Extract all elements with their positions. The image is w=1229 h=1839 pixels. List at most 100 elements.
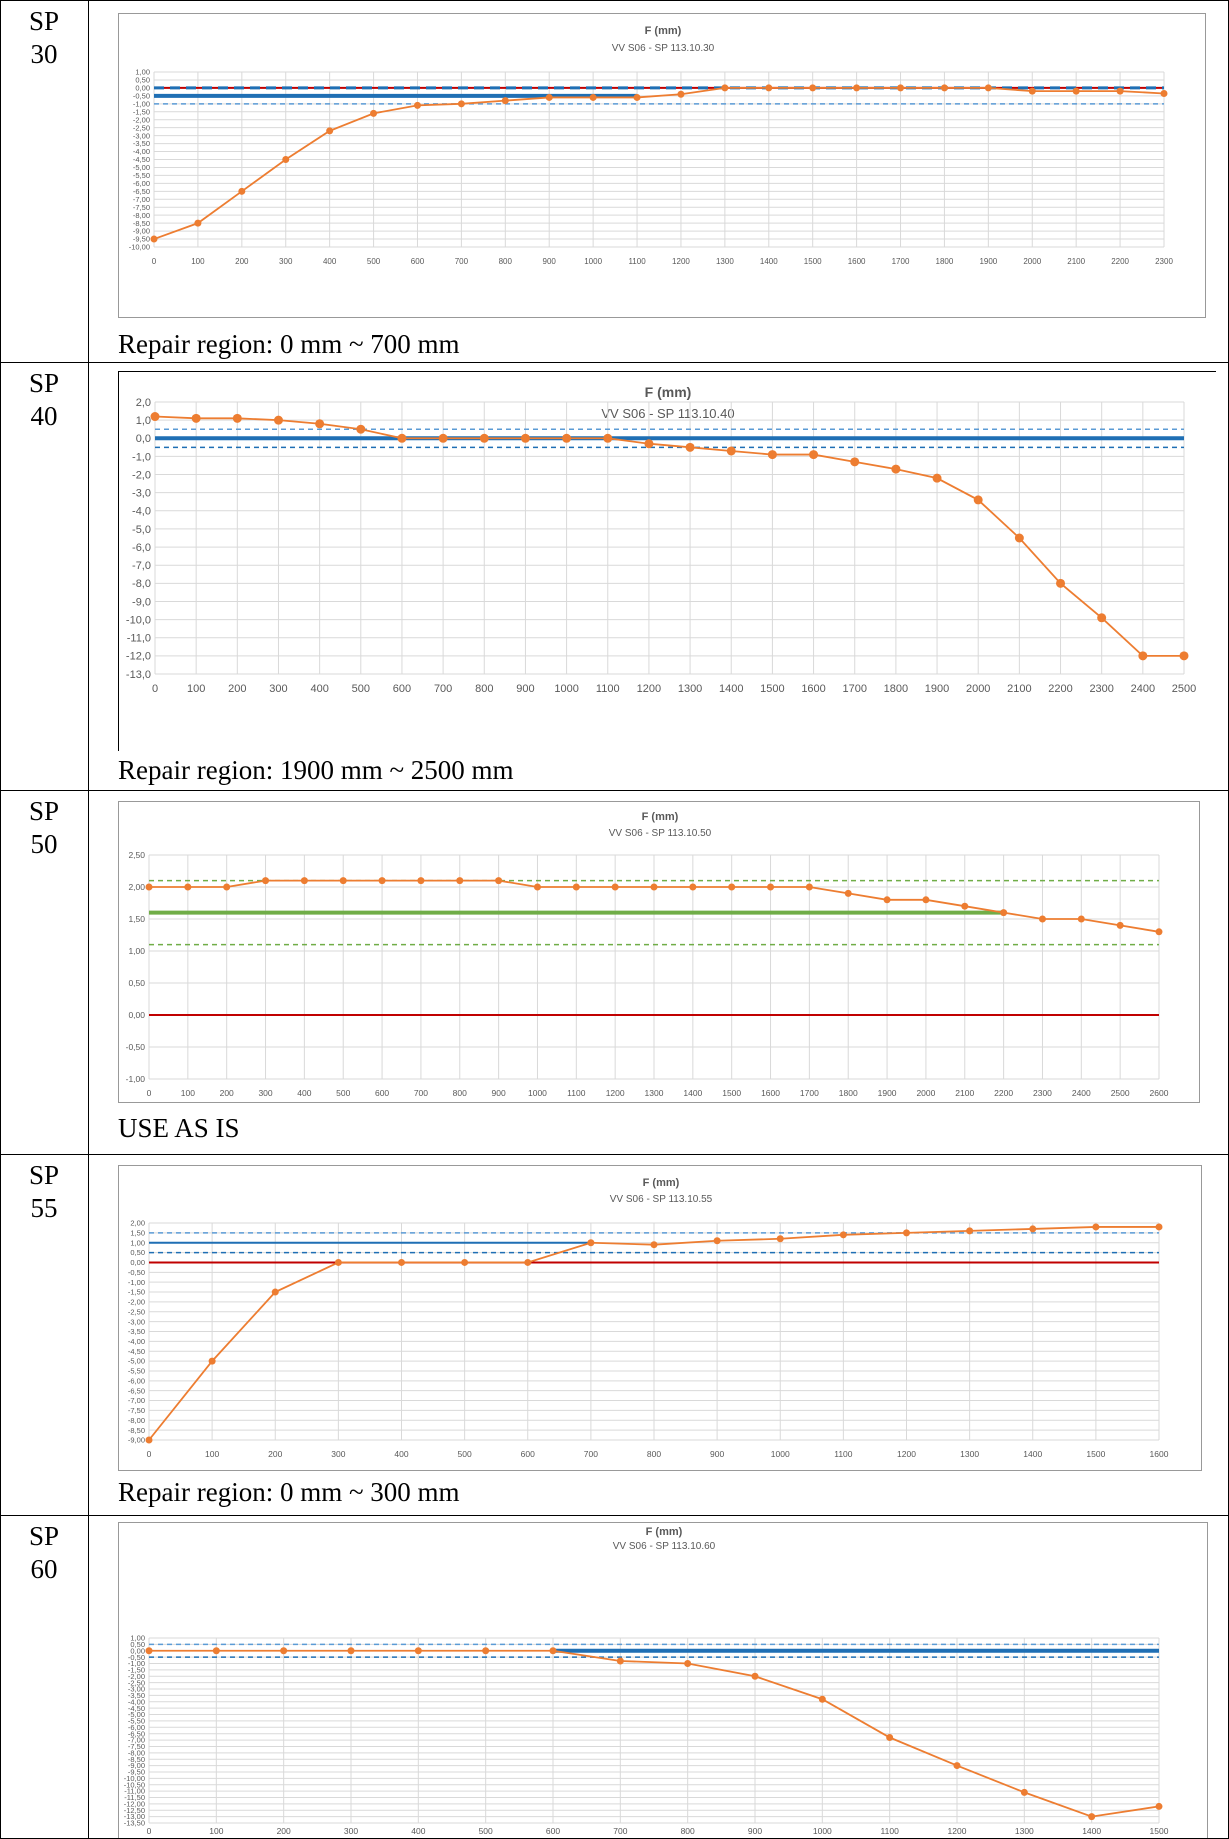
data-point (413, 101, 421, 109)
repair-region-note: Repair region: 1900 mm ~ 2500 mm (118, 755, 514, 785)
data-point (212, 1647, 220, 1655)
x-tick-label: 1200 (897, 1449, 916, 1459)
data-point (545, 93, 553, 101)
data-point (414, 1647, 422, 1655)
data-point (562, 433, 572, 443)
data-series-line (149, 1649, 1160, 1818)
x-tick-label: 1400 (760, 257, 778, 266)
x-tick-label: 300 (279, 257, 293, 266)
y-tick-label: -2,00 (128, 1672, 145, 1681)
x-tick-label: 1600 (1150, 1449, 1169, 1459)
x-tick-label: 2300 (1089, 683, 1113, 695)
data-point (334, 1258, 342, 1266)
x-tick-label: 1800 (936, 257, 954, 266)
y-tick-label: -0,50 (133, 91, 150, 100)
data-point (1028, 87, 1036, 95)
data-point (1000, 909, 1008, 917)
data-point (809, 84, 817, 92)
chart-panel: F (mm) VV S06 - SP 113.10.55 2,00 1,50 1,00 0… (118, 1165, 1202, 1471)
x-tick-label: 700 (584, 1449, 598, 1459)
sp-label: SP 55 (28, 1160, 60, 1223)
y-tick-label: -2,00 (128, 1298, 145, 1307)
x-tick-label: 1800 (884, 683, 908, 695)
x-tick-label: 200 (235, 257, 249, 266)
chart-panel: F (mm) VV S06 - SP 113.10.30 1,00 0,50 0,00-… (118, 13, 1206, 318)
x-tick-label: 1200 (637, 683, 661, 695)
data-point (208, 1357, 216, 1365)
data-point (398, 1258, 405, 1266)
data-point (903, 1229, 910, 1237)
y-tick-label: -2,50 (133, 123, 150, 132)
x-tick-label: 1900 (979, 257, 997, 266)
data-point (818, 1695, 826, 1703)
y-tick-label: 0,0 (136, 433, 151, 445)
y-tick-label: -4,50 (128, 1347, 145, 1356)
x-tick-label: 1700 (800, 1088, 819, 1098)
x-tick-label: 1300 (716, 257, 734, 266)
x-tick-label: 500 (458, 1449, 472, 1459)
y-tick-label: -1,00 (126, 1074, 146, 1084)
x-tick-label: 1500 (804, 257, 822, 266)
table-row: SP 30 F (mm) VV S06 - SP 113.10.30 1,00 0,5… (0, 0, 1229, 362)
data-point (150, 235, 158, 243)
data-point (616, 1657, 624, 1665)
chart-svg: F (mm)VV S06 - SP 113.10.552,001,501,000… (128, 1177, 1169, 1459)
table-row: SP 55 F (mm) VV S06 - SP 113.10.55 2,00 1,5… (0, 1154, 1229, 1515)
data-point (495, 877, 503, 885)
x-tick-label: 400 (310, 683, 328, 695)
data-point (262, 877, 270, 885)
x-tick-label: 900 (710, 1449, 724, 1459)
x-tick-label: 1500 (722, 1088, 741, 1098)
y-tick-label: 0,50 (135, 76, 150, 85)
x-tick-label: 1300 (645, 1088, 664, 1098)
x-tick-label: 100 (191, 257, 205, 266)
data-point (520, 433, 530, 443)
y-tick-label: 1,0 (136, 415, 151, 427)
y-tick-label: -10,00 (124, 1774, 145, 1783)
x-tick-label: 700 (455, 257, 469, 266)
data-point (973, 495, 983, 505)
data-point (271, 1288, 279, 1296)
sp-label: SP 30 (28, 6, 60, 69)
x-tick-label: 1500 (1086, 1449, 1105, 1459)
data-point (751, 1672, 759, 1680)
x-tick-label: 1200 (672, 257, 690, 266)
data-point (853, 84, 861, 92)
y-tick-label: -2,0 (132, 469, 151, 481)
x-tick-label: 2400 (1131, 683, 1155, 695)
data-point (1020, 1788, 1028, 1796)
x-tick-label: 900 (516, 683, 534, 695)
data-point (940, 84, 948, 92)
data-point (1088, 1813, 1096, 1821)
x-tick-label: 0 (152, 257, 157, 266)
y-tick-label: -6,0 (132, 542, 151, 554)
y-tick-label: -8,50 (133, 219, 150, 228)
x-tick-label: 1000 (813, 1826, 832, 1836)
data-point (150, 412, 160, 422)
data-point (145, 1436, 153, 1444)
x-tick-label: 1800 (839, 1088, 858, 1098)
table-divider (0, 0, 1, 1839)
chart-subtitle: VV S06 - SP 113.10.55 (610, 1194, 713, 1205)
data-point (1155, 1223, 1163, 1231)
repair-region-note: Repair region: 0 mm ~ 700 mm (118, 329, 460, 359)
x-tick-label: 800 (499, 257, 513, 266)
chart-title: F (mm) (645, 25, 682, 37)
data-point (1056, 578, 1066, 588)
y-tick-label: 0,00 (135, 84, 150, 93)
data-point (650, 1241, 658, 1249)
data-point (356, 424, 366, 434)
x-tick-label: 400 (394, 1449, 408, 1459)
y-tick-label: -4,00 (133, 147, 150, 156)
data-point (347, 1647, 355, 1655)
chart-panel: F (mm) VV S06 - SP 113.10.40 2,0 1,0 0,0 -1,0… (118, 371, 1216, 751)
y-tick-label: -5,50 (128, 1367, 145, 1376)
chart-panel: F (mm) VV S06 - SP 113.10.60 1,00 0,50 0,00-… (118, 1522, 1208, 1838)
y-tick-label: -3,00 (133, 131, 150, 140)
x-tick-label: 2100 (1067, 257, 1085, 266)
x-tick-label: 700 (414, 1088, 428, 1098)
x-tick-label: 1000 (584, 257, 602, 266)
data-point (501, 97, 509, 105)
x-tick-label: 100 (205, 1449, 219, 1459)
y-tick-label: -1,00 (128, 1278, 145, 1287)
